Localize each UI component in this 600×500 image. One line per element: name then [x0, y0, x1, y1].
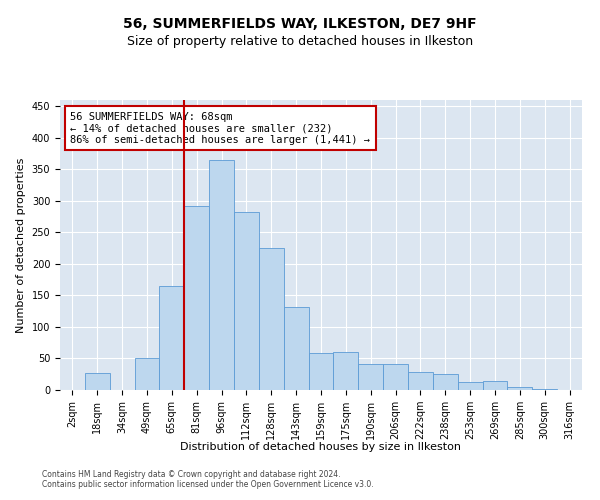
Bar — [259, 248, 284, 390]
Text: Contains HM Land Registry data © Crown copyright and database right 2024.: Contains HM Land Registry data © Crown c… — [42, 470, 341, 479]
Bar — [508, 387, 532, 390]
Y-axis label: Number of detached properties: Number of detached properties — [16, 158, 26, 332]
Bar — [209, 160, 234, 390]
Bar — [160, 286, 184, 390]
Bar — [433, 374, 458, 390]
Bar — [284, 307, 308, 390]
Bar — [358, 364, 383, 390]
Text: 56, SUMMERFIELDS WAY, ILKESTON, DE7 9HF: 56, SUMMERFIELDS WAY, ILKESTON, DE7 9HF — [123, 18, 477, 32]
Text: Distribution of detached houses by size in Ilkeston: Distribution of detached houses by size … — [181, 442, 461, 452]
Bar — [458, 382, 482, 390]
Bar — [408, 372, 433, 390]
Bar — [85, 373, 110, 390]
Bar — [383, 364, 408, 390]
Bar — [308, 353, 334, 390]
Text: Size of property relative to detached houses in Ilkeston: Size of property relative to detached ho… — [127, 35, 473, 48]
Bar — [134, 358, 160, 390]
Text: 56 SUMMERFIELDS WAY: 68sqm
← 14% of detached houses are smaller (232)
86% of sem: 56 SUMMERFIELDS WAY: 68sqm ← 14% of deta… — [70, 112, 370, 145]
Bar — [184, 206, 209, 390]
Bar — [532, 388, 557, 390]
Text: Contains public sector information licensed under the Open Government Licence v3: Contains public sector information licen… — [42, 480, 374, 489]
Bar — [334, 352, 358, 390]
Bar — [234, 212, 259, 390]
Bar — [482, 381, 508, 390]
